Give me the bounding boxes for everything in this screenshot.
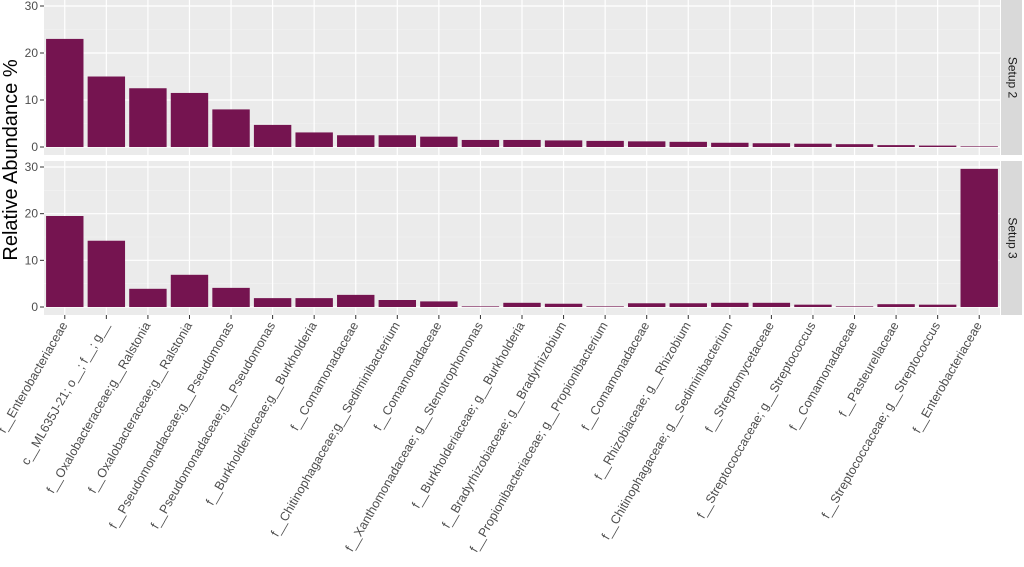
facet-strip [1001,161,1022,315]
y-tick-label: 20 [25,46,39,60]
bar [129,288,167,307]
y-tick-label: 0 [31,140,38,154]
bar [170,274,209,307]
bar [544,140,583,147]
bar [544,303,583,307]
bar [461,139,500,147]
bar [627,303,666,307]
bar [378,135,417,147]
bar [503,139,541,147]
bar [420,136,458,147]
bar [420,301,458,307]
y-tick-label: 30 [25,0,39,13]
bar [711,302,749,307]
bar [46,38,84,147]
y-tick-label: 30 [25,160,39,174]
bar [253,298,292,307]
bar [212,287,250,307]
bar [87,240,126,307]
y-tick-label: 20 [25,207,39,221]
bar [835,144,874,147]
bar [877,145,915,147]
facet-strip-label: Setup 3 [1005,217,1019,259]
panel-2: 0 10 20 30 Setup 3 [25,160,1022,315]
bar [46,216,84,307]
x-tick-label: f__Enterobacteriaceae [0,319,70,435]
bar [794,304,832,307]
facet-strip-label: Setup 2 [1005,57,1019,99]
bar [794,143,832,147]
bar [669,303,707,307]
facet-strip [1001,0,1022,155]
bar [627,141,666,147]
bar [87,76,126,147]
bar [503,302,541,307]
panel-1: 0 10 20 30 Setup 2 [25,0,1022,155]
bar [752,143,791,147]
bar [337,294,375,307]
bar [918,145,957,147]
bar [669,141,707,147]
bar [295,132,333,147]
bar [129,88,167,147]
bar [586,306,624,307]
y-tick-label: 10 [25,253,39,267]
bar [170,92,209,147]
bar [586,140,624,147]
bar [337,135,375,147]
y-axis-title: Relative Abundance % [0,59,22,260]
bar [253,124,292,147]
bar [960,168,998,307]
bar [835,306,874,307]
bar [877,304,915,307]
bar [752,302,791,307]
y-tick-label: 0 [31,300,38,314]
bar [960,146,998,147]
bar [711,142,749,147]
y-tick-label: 10 [25,93,39,107]
bar [212,109,250,147]
bar [378,300,417,307]
bar [295,298,333,307]
bar [918,304,957,307]
bar [461,306,500,307]
